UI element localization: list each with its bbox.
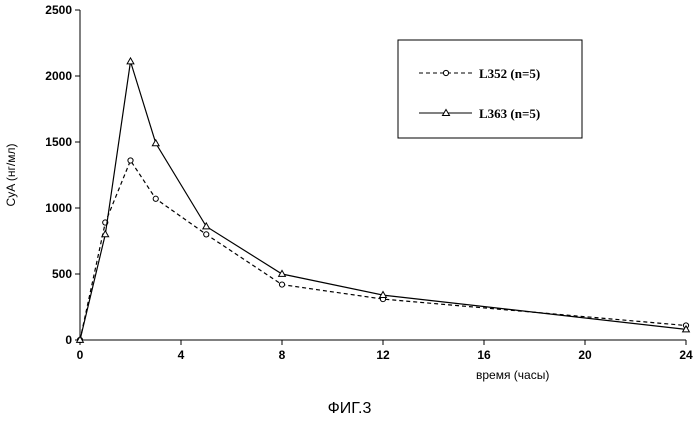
legend-box bbox=[398, 40, 582, 138]
x-tick-label: 16 bbox=[477, 348, 491, 362]
data-point-l363 bbox=[127, 58, 134, 64]
axes bbox=[80, 10, 686, 340]
data-point-l363 bbox=[152, 140, 159, 146]
x-tick-label: 0 bbox=[77, 348, 84, 362]
x-tick-label: 8 bbox=[279, 348, 286, 362]
data-point-l363 bbox=[203, 223, 210, 229]
legend: L352 (n=5) L363 (n=5) bbox=[398, 40, 582, 138]
legend-label-l352: L352 (n=5) bbox=[479, 66, 540, 81]
series-group bbox=[77, 58, 690, 343]
x-tick-label: 24 bbox=[679, 348, 693, 362]
legend-marker-l352 bbox=[443, 70, 448, 75]
y-tick-label: 500 bbox=[52, 267, 72, 281]
x-tick-label: 20 bbox=[578, 348, 592, 362]
legend-label-l363: L363 (n=5) bbox=[479, 106, 540, 121]
chart: 0 500 1000 1500 2000 2500 0 4 8 12 16 20 24 CyA (нг/… bbox=[0, 0, 699, 400]
data-point-l352 bbox=[204, 232, 209, 237]
data-point-l352 bbox=[128, 158, 133, 163]
x-axis-title: время (часы) bbox=[476, 368, 549, 382]
y-tick-label: 0 bbox=[65, 333, 72, 347]
x-tick-label: 4 bbox=[178, 348, 185, 362]
series-line-l352 bbox=[80, 161, 686, 341]
ticks: 0 500 1000 1500 2000 2500 0 4 8 12 16 20 24 bbox=[45, 3, 693, 362]
x-tick-label: 12 bbox=[376, 348, 390, 362]
data-point-l352 bbox=[153, 196, 158, 201]
data-point-l352 bbox=[279, 282, 284, 287]
figure-caption: ФИГ.3 bbox=[0, 400, 699, 418]
y-tick-label: 1000 bbox=[45, 201, 72, 215]
y-tick-label: 2500 bbox=[45, 3, 72, 17]
y-tick-label: 2000 bbox=[45, 69, 72, 83]
data-point-l363 bbox=[279, 270, 286, 276]
y-tick-label: 1500 bbox=[45, 135, 72, 149]
y-axis-title: CyA (нг/мл) bbox=[4, 144, 18, 207]
